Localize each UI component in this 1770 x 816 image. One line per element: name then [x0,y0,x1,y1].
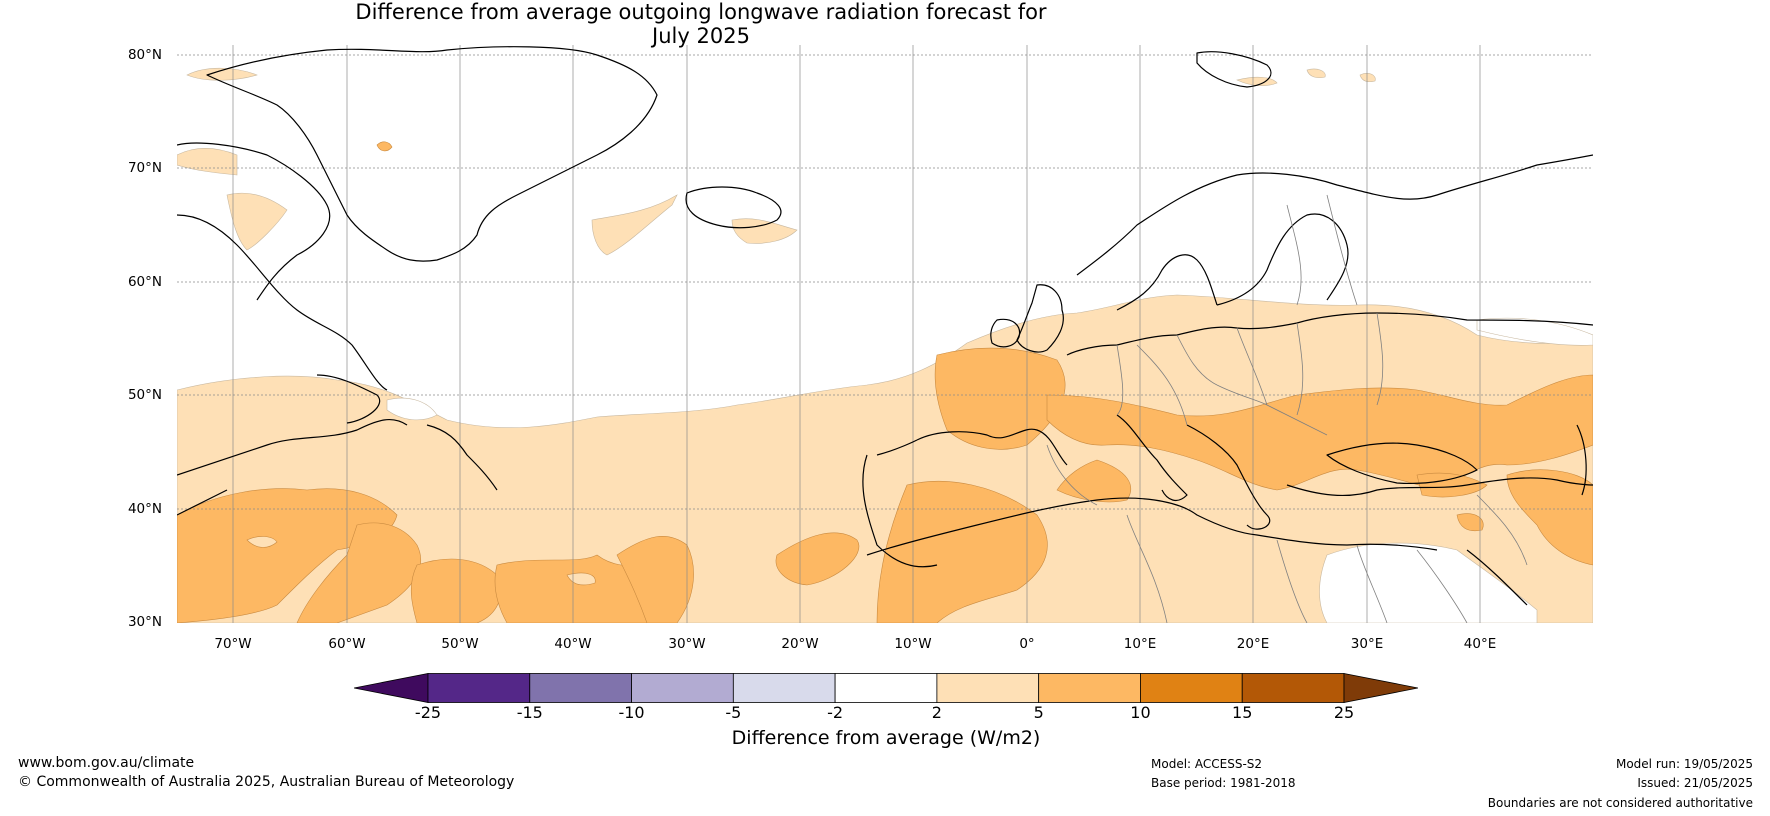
colorbar-swatch [529,673,632,703]
lat-label-50n: 50°N [127,387,162,403]
colorbar-swatches [354,673,1418,703]
lon-label-10e: 10°E [1123,636,1157,652]
colorbar-extend-high [1343,673,1418,703]
colorbar-swatch [631,673,734,703]
colorbar-swatch [427,673,531,703]
colorbar-swatch [732,673,836,703]
colorbar-tick-label: 25 [1333,703,1355,722]
lat-label-80n: 80°N [127,47,162,63]
colorbar-tick-label: -15 [516,703,543,722]
country-borders [1046,194,1528,623]
lon-label-30e: 30°E [1350,636,1384,652]
footer-url: www.bom.gov.au/climate [18,755,195,771]
lon-label-10w: 10°W [894,636,932,652]
title-line-2: July 2025 [652,24,750,48]
anomaly-medium-orange [177,141,1593,623]
colorbar-tick-label: -25 [414,703,442,722]
neutral-regions [386,317,1593,623]
graticule [177,45,1593,623]
colorbar-swatch [1038,673,1141,703]
colorbar-swatch [1140,673,1243,703]
footer-model: Model: ACCESS-S2 [1151,757,1263,771]
footer-issued: Issued: 21/05/2025 [1637,776,1753,790]
colorbar-tick-label: 15 [1232,703,1253,722]
coastlines [177,46,1593,606]
colorbar-swatch [936,673,1040,703]
lon-label-40w: 40°W [554,636,592,652]
lon-label-20w: 20°W [781,636,819,652]
footer-disclaimer: Boundaries are not considered authoritat… [1487,796,1753,810]
lon-label-60w: 60°W [328,636,366,652]
title-line-1: Difference from average outgoing longwav… [355,0,1047,24]
colorbar-tick-label: -2 [827,703,844,722]
colorbar-extend-low [354,673,429,703]
map-panel [177,45,1593,623]
colorbar-tick-label: -10 [618,703,645,722]
lat-label-70n: 70°N [127,160,162,176]
colorbar-swatch [1241,673,1345,703]
lon-label-50w: 50°W [441,636,479,652]
footer-model-run: Model run: 19/05/2025 [1615,757,1753,771]
lon-label-30w: 30°W [668,636,706,652]
lat-label-60n: 60°N [127,274,162,290]
colorbar [354,673,1418,703]
colorbar-tick-label: 5 [1033,703,1044,722]
lon-label-20e: 20°E [1236,636,1270,652]
colorbar-tick-label: 2 [931,703,942,722]
anomaly-light-orange [177,67,1593,623]
colorbar-tick-label: -5 [725,703,742,722]
colorbar-tick-label: 10 [1130,703,1151,722]
footer-base-period: Base period: 1981-2018 [1151,776,1296,790]
map-canvas [177,45,1593,623]
lat-label-40n: 40°N [127,501,162,517]
lon-label-40e: 40°E [1463,636,1497,652]
footer-copyright: © Commonwealth of Australia 2025, Austra… [18,774,515,790]
lon-label-70w: 70°W [214,636,252,652]
map-title: Difference from average outgoing longwav… [0,0,1402,48]
colorbar-swatch [834,673,938,703]
colorbar-label: Difference from average (W/m2) [731,727,1041,749]
lat-label-30n: 30°N [127,614,162,630]
lon-label-0: 0° [1019,636,1035,652]
